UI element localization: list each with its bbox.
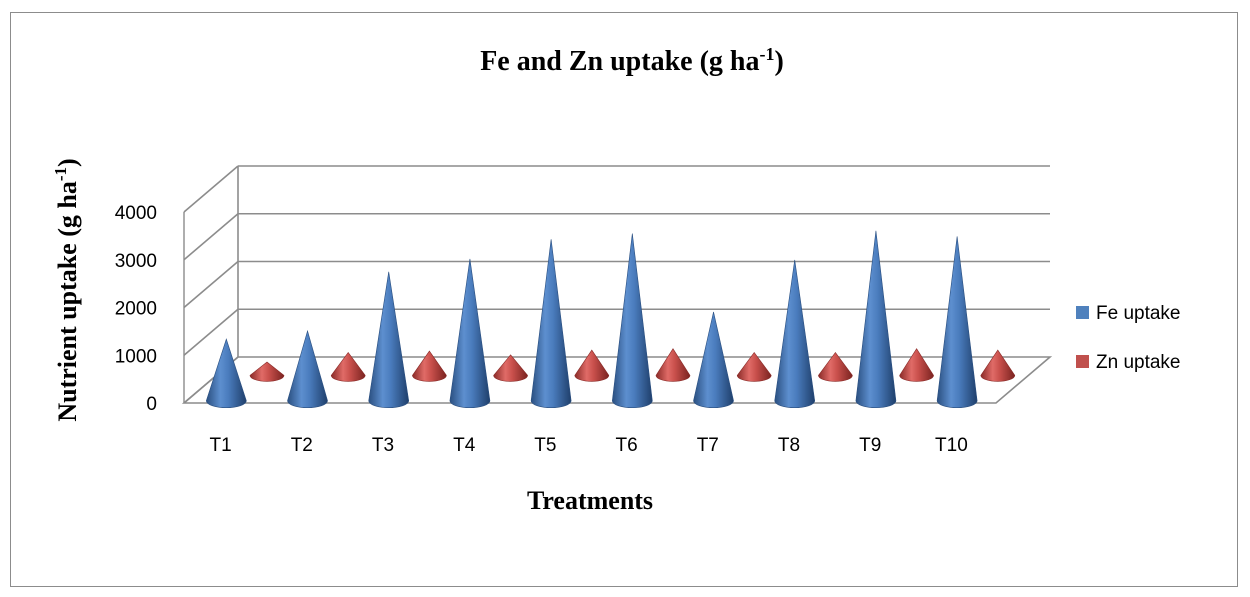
x-tick-label: T5 xyxy=(534,435,556,456)
zn-cone xyxy=(249,361,285,382)
side-gridline xyxy=(183,165,239,213)
zn-cone-body xyxy=(655,348,691,382)
zn-cone xyxy=(574,349,610,382)
y-tick-label: 3000 xyxy=(115,251,157,272)
y-tick-label: 4000 xyxy=(115,203,157,224)
zn-cone xyxy=(330,351,366,382)
x-tick-label: T9 xyxy=(859,435,881,456)
zn-cone-body xyxy=(736,351,772,382)
zn-cone-body xyxy=(818,351,853,382)
y-tick-label: 2000 xyxy=(115,299,157,320)
zn-cone-body xyxy=(412,350,447,382)
zn-cone xyxy=(493,354,528,382)
fe-cone-body xyxy=(855,230,897,408)
zn-cone xyxy=(736,351,772,382)
zn-cone-body xyxy=(899,348,934,382)
legend-swatch xyxy=(1076,306,1089,319)
fe-cone-body xyxy=(530,239,572,408)
legend-label: Zn uptake xyxy=(1096,352,1181,373)
fe-cone xyxy=(530,239,572,408)
zn-cone-body xyxy=(980,349,1016,382)
x-tick-label: T4 xyxy=(453,435,476,456)
side-gridline xyxy=(183,213,239,261)
y-tick-label: 1000 xyxy=(115,346,157,367)
chart-title-main: Fe and Zn uptake (g ha xyxy=(480,46,759,77)
zn-cone xyxy=(980,349,1016,382)
y-axis-label-sup: -1 xyxy=(51,167,70,181)
y-axis-label-main: Nutrient uptake (g ha xyxy=(53,181,82,422)
fe-cone-body xyxy=(693,311,734,408)
fe-cone-body xyxy=(936,236,978,408)
y-tick-labels: 0 1000 2000 3000 4000 xyxy=(115,203,157,415)
fe-cone xyxy=(206,338,247,408)
fe-cone-body xyxy=(449,258,491,408)
zn-cone xyxy=(655,348,691,382)
fe-cone xyxy=(855,230,897,408)
legend: Fe uptake Zn uptake xyxy=(1076,303,1181,373)
fe-cone xyxy=(693,311,734,408)
fe-cone xyxy=(449,258,491,408)
chart-title: Fe and Zn uptake (g ha-1) xyxy=(480,44,784,77)
zn-cone-body xyxy=(574,349,610,382)
fe-cone xyxy=(774,259,816,408)
zn-cone xyxy=(818,351,853,382)
chart-title-sup: -1 xyxy=(759,44,774,64)
x-tick-label: T1 xyxy=(210,435,232,456)
x-tick-label: T7 xyxy=(697,435,719,456)
fe-cone-body xyxy=(774,259,816,408)
x-tick-label: T2 xyxy=(291,435,313,456)
y-axis-label: Nutrient uptake (g ha-1) xyxy=(51,158,82,421)
zn-cone-body xyxy=(493,354,528,382)
plot-area xyxy=(206,230,1016,408)
x-tick-label: T6 xyxy=(616,435,638,456)
fe-cone xyxy=(368,271,410,408)
fe-cone-body xyxy=(612,233,653,408)
legend-swatch xyxy=(1076,355,1089,368)
fe-cone-body xyxy=(206,338,247,408)
fe-cone xyxy=(612,233,653,408)
chart-title-close: ) xyxy=(774,46,783,77)
zn-cone-body xyxy=(330,351,366,382)
chart-frame xyxy=(10,12,1238,587)
zn-cone xyxy=(412,350,447,382)
legend-label: Fe uptake xyxy=(1096,303,1181,324)
zn-cone xyxy=(899,348,934,382)
y-tick-label: 0 xyxy=(146,394,157,415)
fe-cone xyxy=(936,236,978,408)
fe-cone-body xyxy=(368,271,410,408)
side-gridline xyxy=(183,260,239,309)
x-tick-label: T8 xyxy=(778,435,800,456)
fe-cone-body xyxy=(287,329,328,408)
zn-cone-body xyxy=(249,361,285,382)
side-gridline xyxy=(183,308,239,356)
x-tick-label: T10 xyxy=(935,435,968,456)
fe-cone xyxy=(287,329,328,408)
x-axis-label: Treatments xyxy=(527,486,653,515)
x-tick-label: T3 xyxy=(372,435,394,456)
x-tick-labels: T1 T2 T3 T4 T5 T6 T7 T8 T9 T10 xyxy=(210,435,968,456)
y-axis-label-close: ) xyxy=(53,158,82,167)
